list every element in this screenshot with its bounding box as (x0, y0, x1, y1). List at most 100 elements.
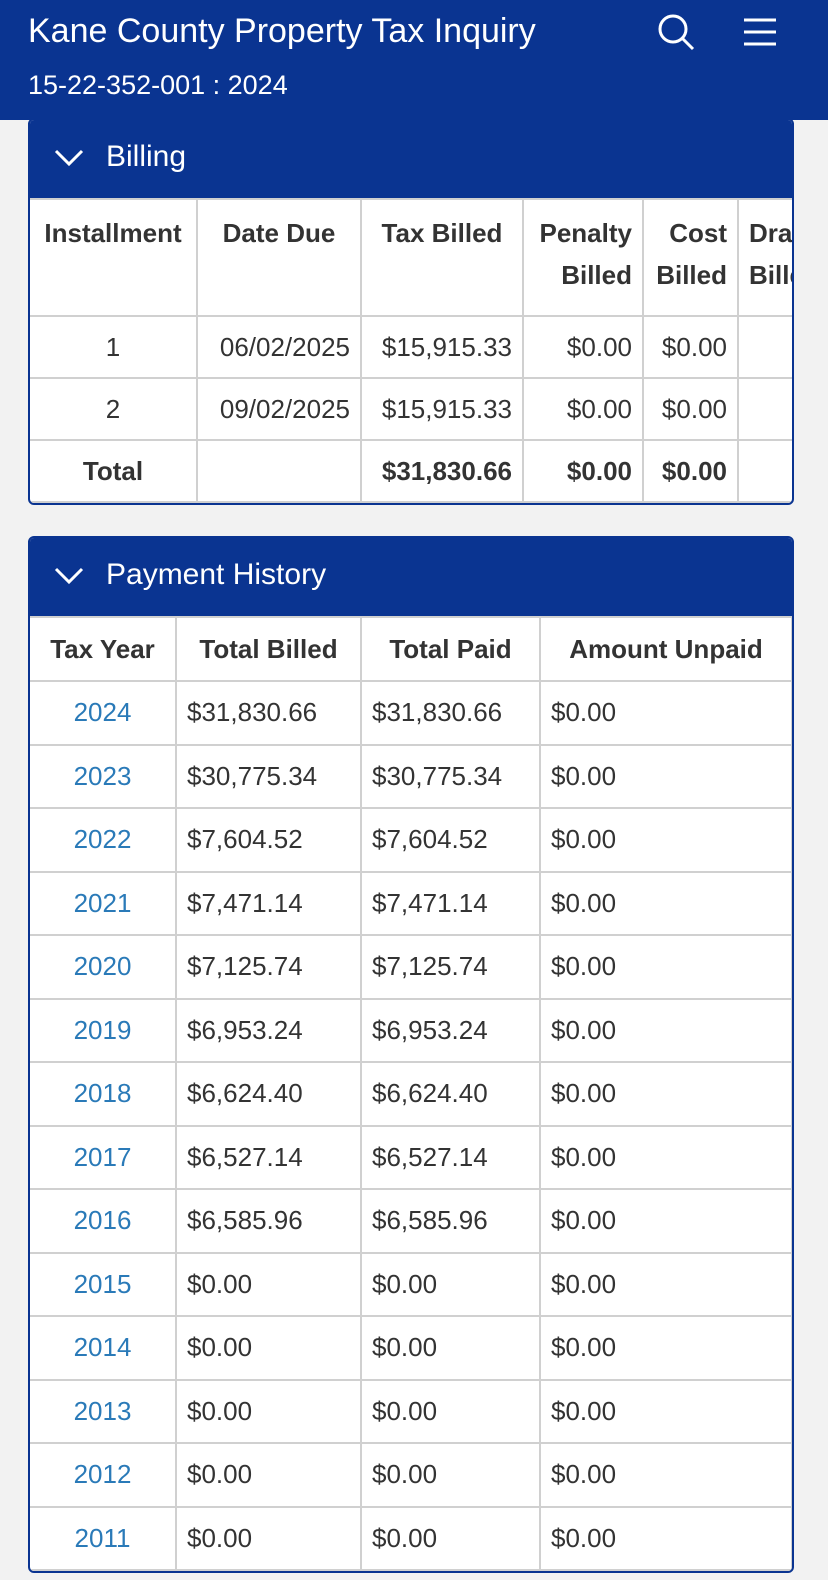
cell: $0.00 (522, 377, 644, 441)
tax-year-link[interactable]: 2022 (30, 807, 177, 873)
cell: $0.00 (175, 1378, 362, 1444)
cell: $0.00 (539, 1188, 792, 1254)
cell: $30,775.34 (175, 743, 362, 809)
tax-year-link[interactable]: 2017 (30, 1124, 177, 1190)
tax-year-link[interactable]: 2013 (30, 1378, 177, 1444)
tax-year-link[interactable]: 2014 (30, 1315, 177, 1381)
tax-year-link[interactable]: 2023 (30, 743, 177, 809)
cell (737, 315, 792, 379)
payment-row: 2022 $7,604.52 $7,604.52 $0.00 (30, 807, 792, 873)
cell: $0.00 (175, 1442, 362, 1508)
cell: $15,915.33 (360, 377, 524, 441)
total-cell: $0.00 (642, 439, 739, 503)
total-label: Total (30, 439, 198, 503)
cell (737, 377, 792, 441)
cell: 1 (30, 315, 198, 379)
page-title: Kane County Property Tax Inquiry (28, 12, 536, 50)
menu-icon[interactable] (742, 12, 778, 52)
billing-row: 1 06/02/2025 $15,915.33 $0.00 $0.00 (30, 315, 792, 379)
cell: $0.00 (175, 1251, 362, 1317)
payment-row: 2017 $6,527.14 $6,527.14 $0.00 (30, 1124, 792, 1190)
payment-row: 2021 $7,471.14 $7,471.14 $0.00 (30, 870, 792, 936)
billing-panel: Billing Installment Date Due Tax Billed Pen… (28, 118, 794, 505)
tax-year-link[interactable]: 2018 (30, 1061, 177, 1127)
cell: $0.00 (360, 1251, 541, 1317)
cell: $31,830.66 (175, 680, 362, 746)
cell: $0.00 (360, 1505, 541, 1571)
cell: 06/02/2025 (196, 315, 362, 379)
cell: $7,471.14 (175, 870, 362, 936)
cell: $6,953.24 (360, 997, 541, 1063)
chevron (54, 149, 84, 167)
payment-panel: Payment History Tax Year Total Billed Tota… (28, 536, 794, 1573)
cell: $0.00 (539, 870, 792, 936)
section-title: Payment History (106, 558, 327, 591)
tax-year-link[interactable]: 2021 (30, 870, 177, 936)
payment-row: 2023 $30,775.34 $30,775.34 $0.00 (30, 743, 792, 809)
chevron (54, 567, 84, 585)
cell: $6,624.40 (175, 1061, 362, 1127)
tax-year-link[interactable]: 2024 (30, 680, 177, 746)
column-header: Total Billed (175, 616, 362, 682)
cell: $0.00 (522, 315, 644, 379)
cell: $31,830.66 (360, 680, 541, 746)
cell: $0.00 (539, 807, 792, 873)
cell: $0.00 (642, 377, 739, 441)
cell: $0.00 (642, 315, 739, 379)
cell: $0.00 (360, 1378, 541, 1444)
cell: $0.00 (175, 1315, 362, 1381)
payment-toggle[interactable]: Payment History (30, 538, 792, 616)
billing-table: Installment Date Due Tax Billed Penalty Bil… (30, 198, 792, 503)
cell: $0.00 (360, 1315, 541, 1381)
payment-row: 2018 $6,624.40 $6,624.40 $0.00 (30, 1061, 792, 1127)
column-header: Tax Year (30, 616, 177, 682)
total-cell: $31,830.66 (360, 439, 524, 503)
cell: $6,585.96 (175, 1188, 362, 1254)
cell: $7,471.14 (360, 870, 541, 936)
cell (196, 439, 362, 503)
search-icon[interactable] (656, 12, 696, 52)
section-title: Billing (106, 140, 187, 173)
payment-row: 2024 $31,830.66 $31,830.66 $0.00 (30, 680, 792, 746)
payment-row: 2011 $0.00 $0.00 $0.00 (30, 1505, 792, 1571)
column-header: Penalty Billed (522, 198, 644, 317)
cell: $7,125.74 (360, 934, 541, 1000)
column-header: Cost Billed (642, 198, 739, 317)
total-row: Total $31,830.66 $0.00 $0.00 (30, 439, 792, 503)
tax-year-link[interactable]: 2015 (30, 1251, 177, 1317)
tax-year-link[interactable]: 2019 (30, 997, 177, 1063)
cell: $0.00 (539, 1061, 792, 1127)
cell: $0.00 (539, 997, 792, 1063)
tax-year-link[interactable]: 2016 (30, 1188, 177, 1254)
cell: $15,915.33 (360, 315, 524, 379)
payment-row: 2016 $6,585.96 $6,585.96 $0.00 (30, 1188, 792, 1254)
cell: $6,527.14 (360, 1124, 541, 1190)
payment-row: 2012 $0.00 $0.00 $0.00 (30, 1442, 792, 1508)
header-row: Installment Date Due Tax Billed Penalty Bil… (30, 198, 792, 317)
cell: $0.00 (175, 1505, 362, 1571)
billing-toggle[interactable]: Billing (30, 120, 792, 198)
cell: 09/02/2025 (196, 377, 362, 441)
cell: $0.00 (539, 1251, 792, 1317)
column-header: Drainage Billed (737, 198, 792, 317)
cell: $0.00 (539, 1505, 792, 1571)
cell: $0.00 (539, 1442, 792, 1508)
tax-year-link[interactable]: 2011 (30, 1505, 177, 1571)
cell (737, 439, 792, 503)
tax-year-link[interactable]: 2012 (30, 1442, 177, 1508)
cell: $0.00 (539, 680, 792, 746)
cell: $7,125.74 (175, 934, 362, 1000)
cell: $7,604.52 (175, 807, 362, 873)
payment-table: Tax Year Total Billed Total Paid Amount Unp… (30, 616, 792, 1571)
column-header: Tax Billed (360, 198, 524, 317)
column-header: Amount Unpaid (539, 616, 792, 682)
billing-row: 2 09/02/2025 $15,915.33 $0.00 $0.00 (30, 377, 792, 441)
tax-year-link[interactable]: 2020 (30, 934, 177, 1000)
cell: 2 (30, 377, 198, 441)
cell: $0.00 (539, 1124, 792, 1190)
cell: $0.00 (360, 1442, 541, 1508)
column-header: Total Paid (360, 616, 541, 682)
cell: $0.00 (539, 743, 792, 809)
header-row: Tax Year Total Billed Total Paid Amount Unp… (30, 616, 792, 682)
